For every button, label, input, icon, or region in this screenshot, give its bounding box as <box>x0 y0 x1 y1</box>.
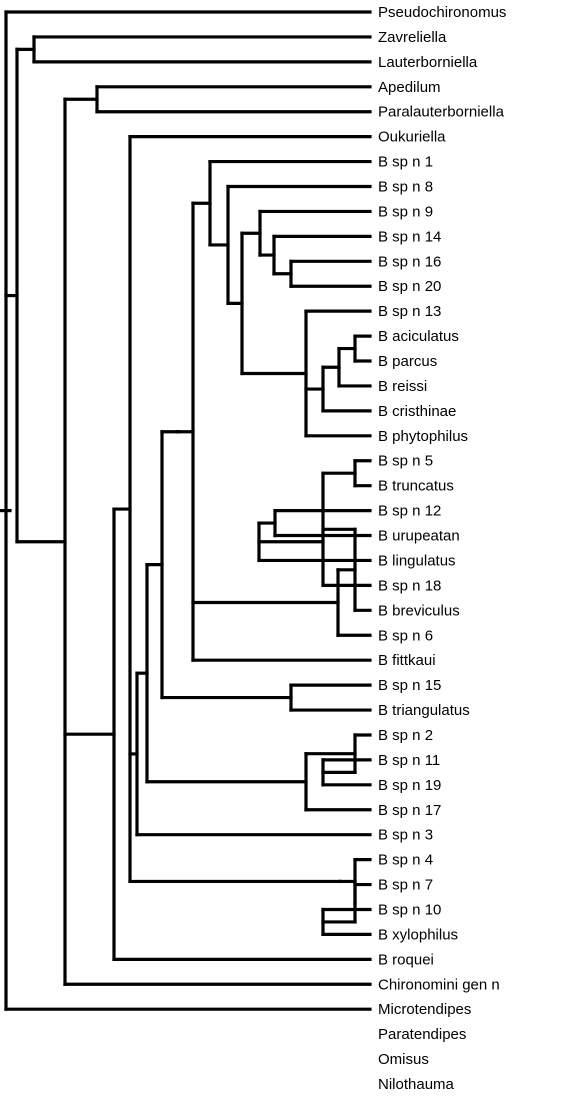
taxon-label: B sp n 15 <box>378 677 441 694</box>
taxon-label: B phytophilus <box>378 428 468 445</box>
taxon-label: B sp n 2 <box>378 727 433 744</box>
taxon-label: Apedilum <box>378 79 441 96</box>
taxon-label: B sp n 5 <box>378 453 433 470</box>
taxon-label: B lingulatus <box>378 552 456 569</box>
taxon-label: B sp n 9 <box>378 203 433 220</box>
taxon-label: B triangulatus <box>378 702 470 719</box>
taxon-label: B sp n 11 <box>378 752 440 769</box>
taxon-label: B xylophilus <box>378 926 458 943</box>
taxon-label: Lauterborniella <box>378 54 478 71</box>
taxon-label: B sp n 7 <box>378 877 433 894</box>
taxon-label: Pseudochironomus <box>378 4 506 21</box>
taxon-label: B sp n 6 <box>378 627 433 644</box>
taxon-label: B sp n 14 <box>378 228 441 245</box>
taxon-label: B sp n 13 <box>378 303 441 320</box>
taxon-label: B sp n 1 <box>378 154 433 171</box>
taxon-label: B aciculatus <box>378 328 459 345</box>
taxon-label: B parcus <box>378 353 437 370</box>
taxon-label: B sp n 17 <box>378 802 441 819</box>
taxon-label: B sp n 12 <box>378 503 441 520</box>
taxon-label: B sp n 3 <box>378 827 433 844</box>
taxon-label: Oukuriella <box>378 129 446 146</box>
taxon-label: B reissi <box>378 378 427 395</box>
taxon-label: B urupeatan <box>378 528 460 545</box>
taxon-label: B sp n 8 <box>378 179 433 196</box>
taxon-label: B sp n 4 <box>378 852 433 869</box>
taxon-label: Paralauterborniella <box>378 104 505 121</box>
taxon-label: B truncatus <box>378 478 454 495</box>
taxon-label: Paratendipes <box>378 1026 466 1043</box>
taxon-label: Chironomini gen n <box>378 976 500 993</box>
tree-branches <box>0 10 372 1011</box>
taxon-label: B sp n 20 <box>378 278 441 295</box>
taxon-label: Nilothauma <box>378 1076 455 1093</box>
taxon-label: B sp n 18 <box>378 577 441 594</box>
taxon-labels: Pseudochironomus Zavreliella Lauterborniel… <box>378 4 506 1093</box>
taxon-label: B sp n 19 <box>378 777 441 794</box>
taxon-label: B sp n 16 <box>378 253 441 270</box>
taxon-label: B cristhinae <box>378 403 456 420</box>
taxon-label: Zavreliella <box>378 29 447 46</box>
taxon-label: B roquei <box>378 951 434 968</box>
taxon-label: B breviculus <box>378 602 460 619</box>
taxon-label: B fittkaui <box>378 652 436 669</box>
taxon-label: Microtendipes <box>378 1001 471 1018</box>
taxon-label: B sp n 10 <box>378 901 441 918</box>
taxon-label: Omisus <box>378 1051 429 1068</box>
